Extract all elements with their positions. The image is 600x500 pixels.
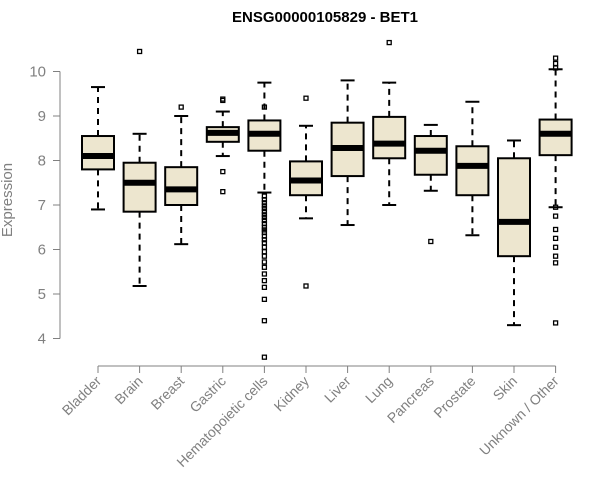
y-tick-label: 10 — [29, 64, 46, 81]
x-tick-label: Skin — [490, 373, 521, 404]
outlier-point — [261, 212, 268, 218]
outlier-point — [261, 240, 268, 246]
x-tick-label: Bladder — [59, 373, 105, 419]
box-group — [164, 104, 199, 246]
outlier-point — [261, 224, 268, 230]
outlier-point — [261, 200, 268, 206]
outlier-point — [261, 264, 268, 270]
outlier-point — [261, 209, 268, 215]
outlier-point — [261, 284, 268, 290]
y-tick-label: 6 — [38, 242, 46, 259]
outlier-point — [261, 249, 268, 255]
outlier-point — [552, 244, 559, 250]
box-group — [247, 81, 282, 360]
outlier-point — [552, 235, 559, 242]
x-tick-label: Unknown / Other — [476, 373, 562, 459]
y-tick-label: 4 — [38, 331, 46, 348]
iqr-box — [372, 115, 407, 160]
outlier-point — [552, 260, 559, 266]
outlier-point — [261, 253, 268, 259]
outlier-point — [178, 104, 184, 110]
outlier-point — [261, 271, 268, 277]
box-group — [455, 100, 490, 237]
outlier-point — [220, 188, 226, 195]
box-group — [372, 39, 407, 206]
outlier-point — [261, 227, 268, 233]
outlier-point — [261, 318, 268, 324]
outlier-point — [261, 104, 268, 110]
box-group — [122, 48, 157, 287]
outlier-point — [261, 214, 268, 221]
outlier-point — [261, 197, 268, 203]
iqr-box — [455, 145, 490, 197]
outlier-point — [552, 253, 559, 259]
iqr-box — [497, 157, 531, 258]
box-group — [330, 79, 365, 227]
y-axis-label: Expression — [0, 163, 16, 237]
y-tick-label: 7 — [38, 197, 46, 214]
outlier-point — [261, 237, 268, 243]
y-tick-label: 8 — [38, 153, 46, 170]
outlier-point — [552, 226, 559, 233]
box-group — [538, 55, 573, 326]
outlier-point — [428, 238, 434, 245]
outlier-point — [552, 60, 559, 67]
outlier-point — [386, 39, 392, 46]
x-tick-label: Prostate — [430, 373, 478, 421]
box-group — [205, 96, 240, 195]
x-tick-label: Lung — [362, 373, 395, 406]
outlier-point — [303, 95, 309, 101]
outlier-point — [552, 65, 559, 71]
y-tick-label: 5 — [38, 286, 46, 303]
iqr-box — [413, 135, 448, 176]
outlier-point — [552, 204, 559, 210]
x-tick-label: Brain — [111, 373, 145, 407]
outlier-point — [552, 213, 559, 219]
y-tick-label: 9 — [38, 108, 46, 125]
outlier-point — [220, 168, 226, 175]
x-tick-label: Breast — [147, 373, 187, 413]
outlier-point — [261, 277, 268, 284]
outlier-point — [261, 217, 268, 224]
outlier-point — [261, 203, 268, 209]
box-group — [81, 86, 115, 211]
outlier-point — [261, 296, 268, 302]
iqr-box — [81, 135, 115, 171]
outlier-point — [261, 205, 268, 212]
chart-title: ENSG00000105829 - BET1 — [232, 9, 418, 26]
outlier-point — [220, 97, 226, 104]
iqr-box — [164, 166, 199, 207]
outlier-point — [261, 259, 268, 265]
box-group — [497, 139, 531, 327]
outlier-point — [552, 320, 559, 326]
iqr-box — [538, 118, 573, 157]
outlier-point — [261, 354, 268, 360]
box-group — [289, 95, 323, 289]
outlier-point — [552, 55, 559, 61]
boxes — [81, 39, 573, 360]
x-tick-label: Kidney — [271, 373, 313, 415]
box-group — [413, 123, 448, 245]
outlier-point — [261, 244, 268, 250]
iqr-box — [122, 161, 157, 213]
x-tick-label: Liver — [321, 373, 354, 406]
outlier-point — [136, 48, 143, 55]
outlier-point — [303, 283, 309, 289]
